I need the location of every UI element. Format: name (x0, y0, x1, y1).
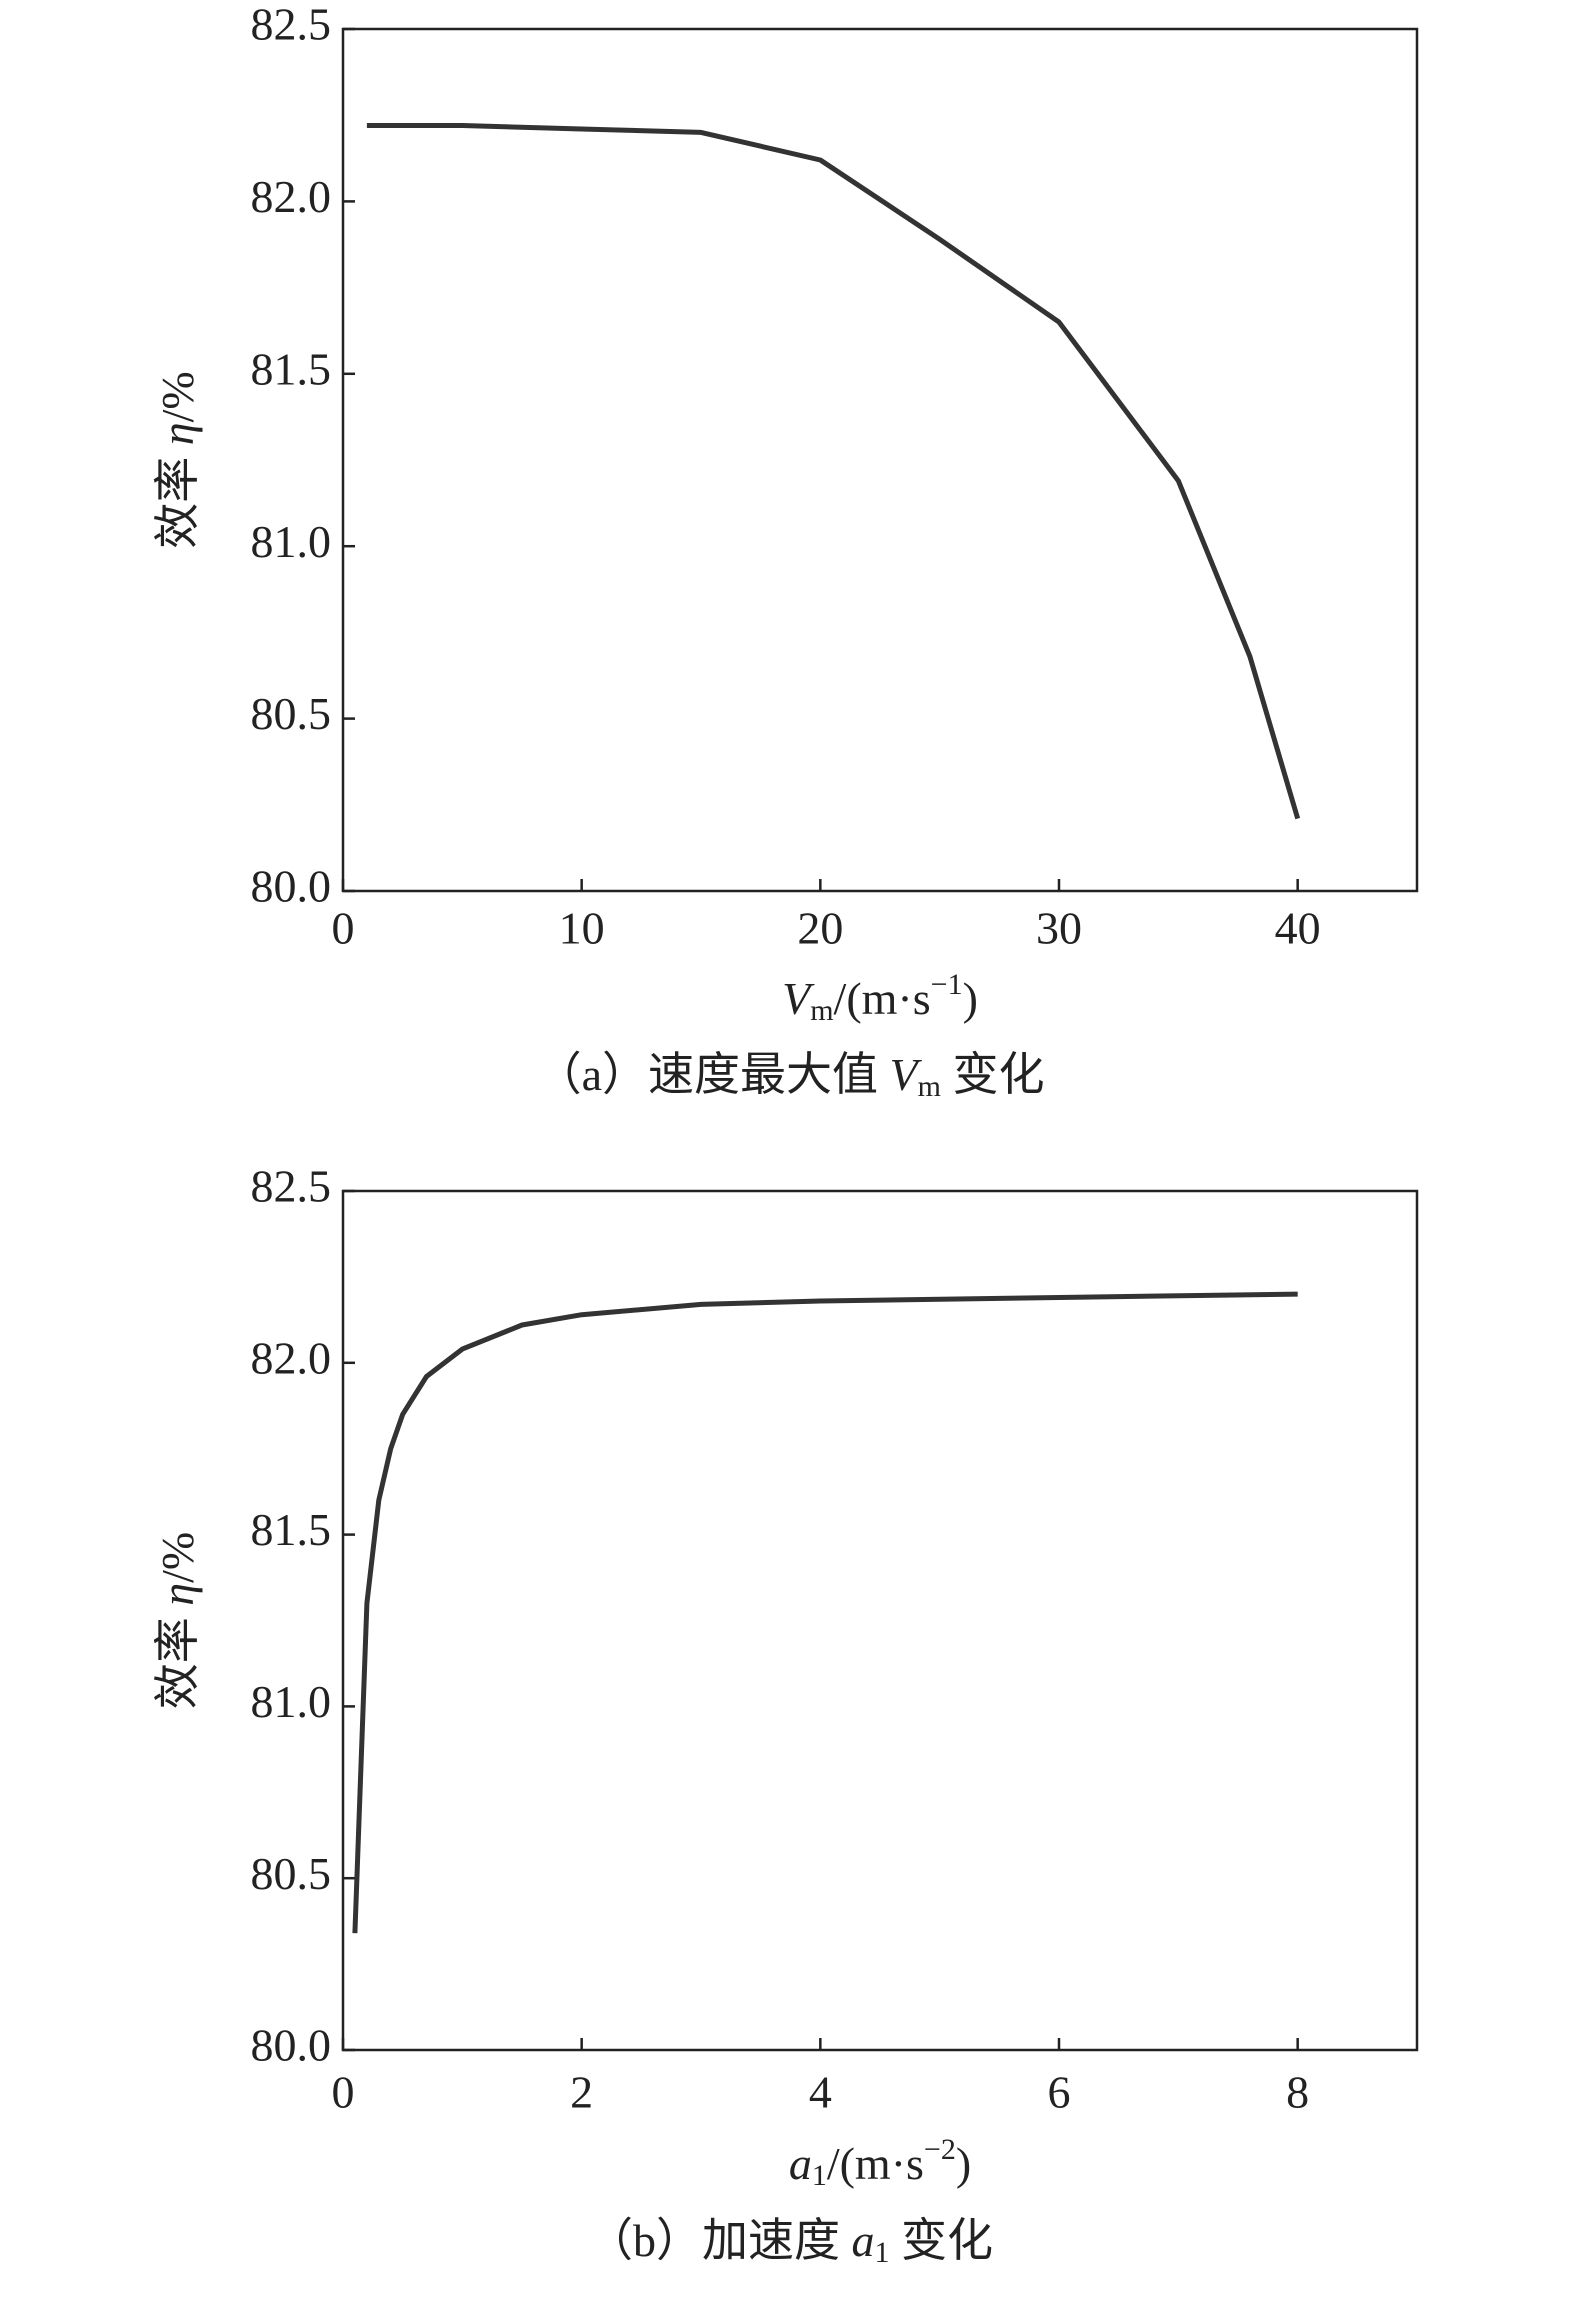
caption: （a）速度最大值 Vm 变化 (536, 1049, 1045, 1103)
y-axis-label: 效率 η/% (152, 1532, 203, 1709)
x-axis-label-part: ) (956, 2138, 971, 2189)
x-axis-label-part: V (782, 973, 815, 1024)
caption-part: 1 (875, 2236, 890, 2269)
x-tick-label: 6 (1048, 2067, 1071, 2118)
chart-panel: 0 10 20 30 4080.080.581.081.582.082.5Vm/(m·s… (152, 0, 1419, 1103)
y-tick-label: 82.0 (251, 1332, 332, 1383)
y-tick-label: 80.0 (251, 861, 332, 912)
x-tick-label: 0 (332, 2067, 355, 2118)
x-tick-label: 4 (809, 2067, 832, 2118)
data-line (352, 1291, 1298, 1934)
caption-part: V (889, 1049, 922, 1100)
y-axis-label-part: 效率 (152, 445, 203, 549)
plot-frame (341, 27, 1419, 893)
plot-frame (341, 1189, 1419, 2052)
y-tick-label: 81.0 (251, 1676, 332, 1727)
y-tick-label: 80.5 (251, 1848, 332, 1899)
x-axis-label: a1/(m·s−2) (789, 2133, 971, 2192)
y-tick-label: 82.5 (251, 1161, 332, 1212)
x-tick-label: 10 (559, 903, 605, 954)
x-tick-label: 2 (570, 2067, 593, 2118)
y-axis-label-part: /% (152, 1532, 203, 1583)
y-tick-label: 81.5 (251, 1504, 332, 1555)
y-tick-label: 82.5 (251, 0, 332, 50)
y-axis-label-part: η (152, 422, 203, 445)
y-axis-label-part: 效率 (152, 1606, 203, 1710)
x-tick-label: 0 (332, 903, 355, 954)
caption-part: （a）速度最大值 (536, 1049, 890, 1100)
caption-part: m (918, 1070, 941, 1103)
x-axis-label-part: a (789, 2138, 812, 2189)
x-tick-label: 20 (797, 903, 843, 954)
x-axis-label-part: m (810, 994, 833, 1027)
x-axis-label-part: /(m·s (834, 973, 931, 1024)
data-line (366, 123, 1301, 820)
caption-part: 变化 (941, 1049, 1045, 1100)
x-axis-label-part: −1 (931, 968, 963, 1001)
caption-part: a (852, 2215, 875, 2266)
x-tick-label: 40 (1275, 903, 1321, 954)
y-tick-label: 81.0 (251, 516, 332, 567)
x-axis-label-part: /(m·s (827, 2138, 924, 2189)
x-axis-label-part: ) (963, 973, 978, 1024)
y-axis-label: 效率 η/% (152, 371, 203, 548)
y-tick-label: 80.5 (251, 688, 332, 739)
chart-panel: 0 2 4 6 880.080.581.081.582.082.5a1/(m·s−2)效… (152, 1161, 1419, 2269)
caption-part: （b）加速度 (587, 2215, 852, 2266)
x-axis-label: Vm/(m·s−1) (782, 968, 978, 1027)
x-tick-label: 8 (1286, 2067, 1309, 2118)
caption: （b）加速度 a1 变化 (587, 2215, 993, 2269)
y-axis-label-part: /% (152, 371, 203, 422)
y-tick-label: 81.5 (251, 343, 332, 394)
y-tick-label: 80.0 (251, 2020, 332, 2071)
x-tick-label: 30 (1036, 903, 1082, 954)
y-tick-label: 82.0 (251, 171, 332, 222)
x-axis-label-part: 1 (812, 2159, 827, 2192)
caption-part: 变化 (890, 2215, 994, 2266)
y-axis-label-part: η (152, 1583, 203, 1606)
x-axis-label-part: −2 (924, 2133, 956, 2166)
